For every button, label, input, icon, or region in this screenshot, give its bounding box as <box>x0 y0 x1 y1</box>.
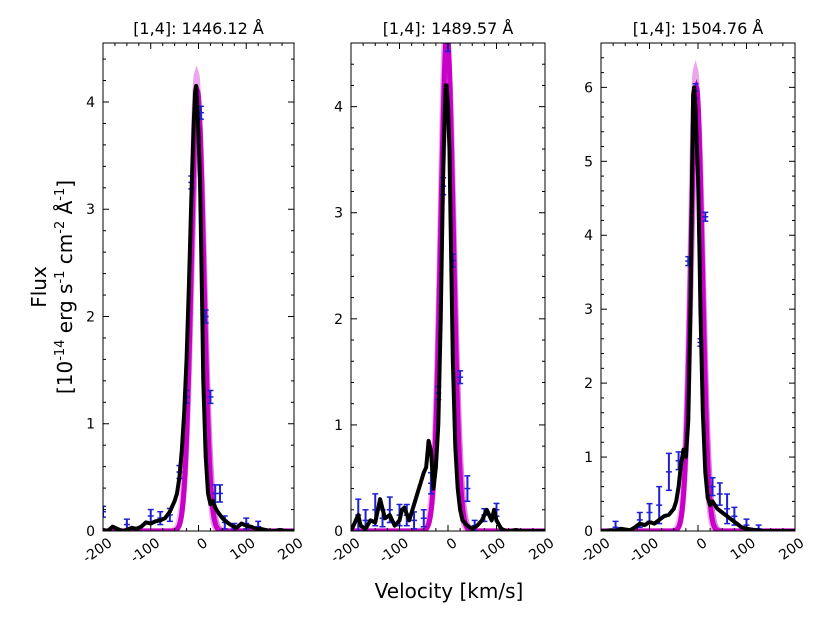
y-tick-label: 3 <box>584 302 593 318</box>
y-axis-label-line2: [10-14 erg s-1 cm-2 Å-1] <box>53 180 77 394</box>
observed-line <box>351 83 545 531</box>
x-tick-label: 0 <box>444 535 460 553</box>
error-bar <box>702 211 709 222</box>
y-tick-label: 0 <box>86 524 95 540</box>
error-bar <box>207 389 214 405</box>
y-tick-label: 2 <box>334 312 343 328</box>
plot-area <box>601 60 795 531</box>
plot-area <box>351 43 545 531</box>
x-axis-label: Velocity [km/s] <box>375 579 524 603</box>
x-tick-label: 100 <box>227 535 258 563</box>
error-bar <box>646 502 653 523</box>
y-tick-label: 1 <box>86 417 95 433</box>
y-tick-label: 0 <box>584 524 593 540</box>
y-tick-label: 2 <box>86 309 95 325</box>
x-tick-label: 100 <box>728 535 759 563</box>
y-tick-label: 2 <box>584 376 593 392</box>
y-tick-label: 1 <box>334 418 343 434</box>
x-tick-label: 200 <box>776 535 807 563</box>
x-tick-label: -100 <box>377 535 412 566</box>
x-tick-label: 0 <box>194 535 210 553</box>
x-tick-label: -100 <box>627 535 662 566</box>
error-bar <box>716 482 723 506</box>
error-bar <box>464 475 471 503</box>
observed-line <box>103 83 294 531</box>
error-bar <box>709 477 716 497</box>
x-tick-label: 0 <box>694 535 710 553</box>
y-tick-label: 3 <box>334 206 343 222</box>
plot-area <box>103 65 294 531</box>
y-axis-label: Flux [10-14 erg s-1 cm-2 Å-1] <box>27 180 77 394</box>
y-tick-label: 5 <box>584 154 593 170</box>
error-bar <box>103 505 106 518</box>
error-bar <box>420 509 427 528</box>
x-tick-label: -100 <box>128 535 163 566</box>
y-axis-label-line1: Flux <box>27 266 51 308</box>
y-tick-label: 4 <box>584 228 593 244</box>
y-tick-label: 6 <box>584 80 593 96</box>
panel-title: [1,4]: 1489.57 Å <box>383 19 514 38</box>
x-tick-label: 200 <box>526 535 557 563</box>
y-tick-label: 3 <box>86 202 95 218</box>
model-fit-line <box>601 60 795 531</box>
model-fit-line <box>601 102 795 531</box>
panel-title: [1,4]: 1446.12 Å <box>133 19 264 38</box>
x-tick-label: 200 <box>275 535 306 563</box>
x-tick-label: 100 <box>478 535 509 563</box>
observed-line <box>601 85 795 531</box>
y-tick-label: 0 <box>334 524 343 540</box>
model-fit-line <box>601 79 795 531</box>
error-bar <box>612 520 619 531</box>
y-tick-label: 4 <box>334 100 343 116</box>
y-tick-label: 1 <box>584 450 593 466</box>
error-bar <box>457 370 464 385</box>
y-tick-label: 4 <box>86 95 95 111</box>
error-bar <box>216 484 223 503</box>
error-bar <box>665 452 672 492</box>
panel-title: [1,4]: 1504.76 Å <box>633 19 764 38</box>
model-fit-line <box>351 50 545 531</box>
